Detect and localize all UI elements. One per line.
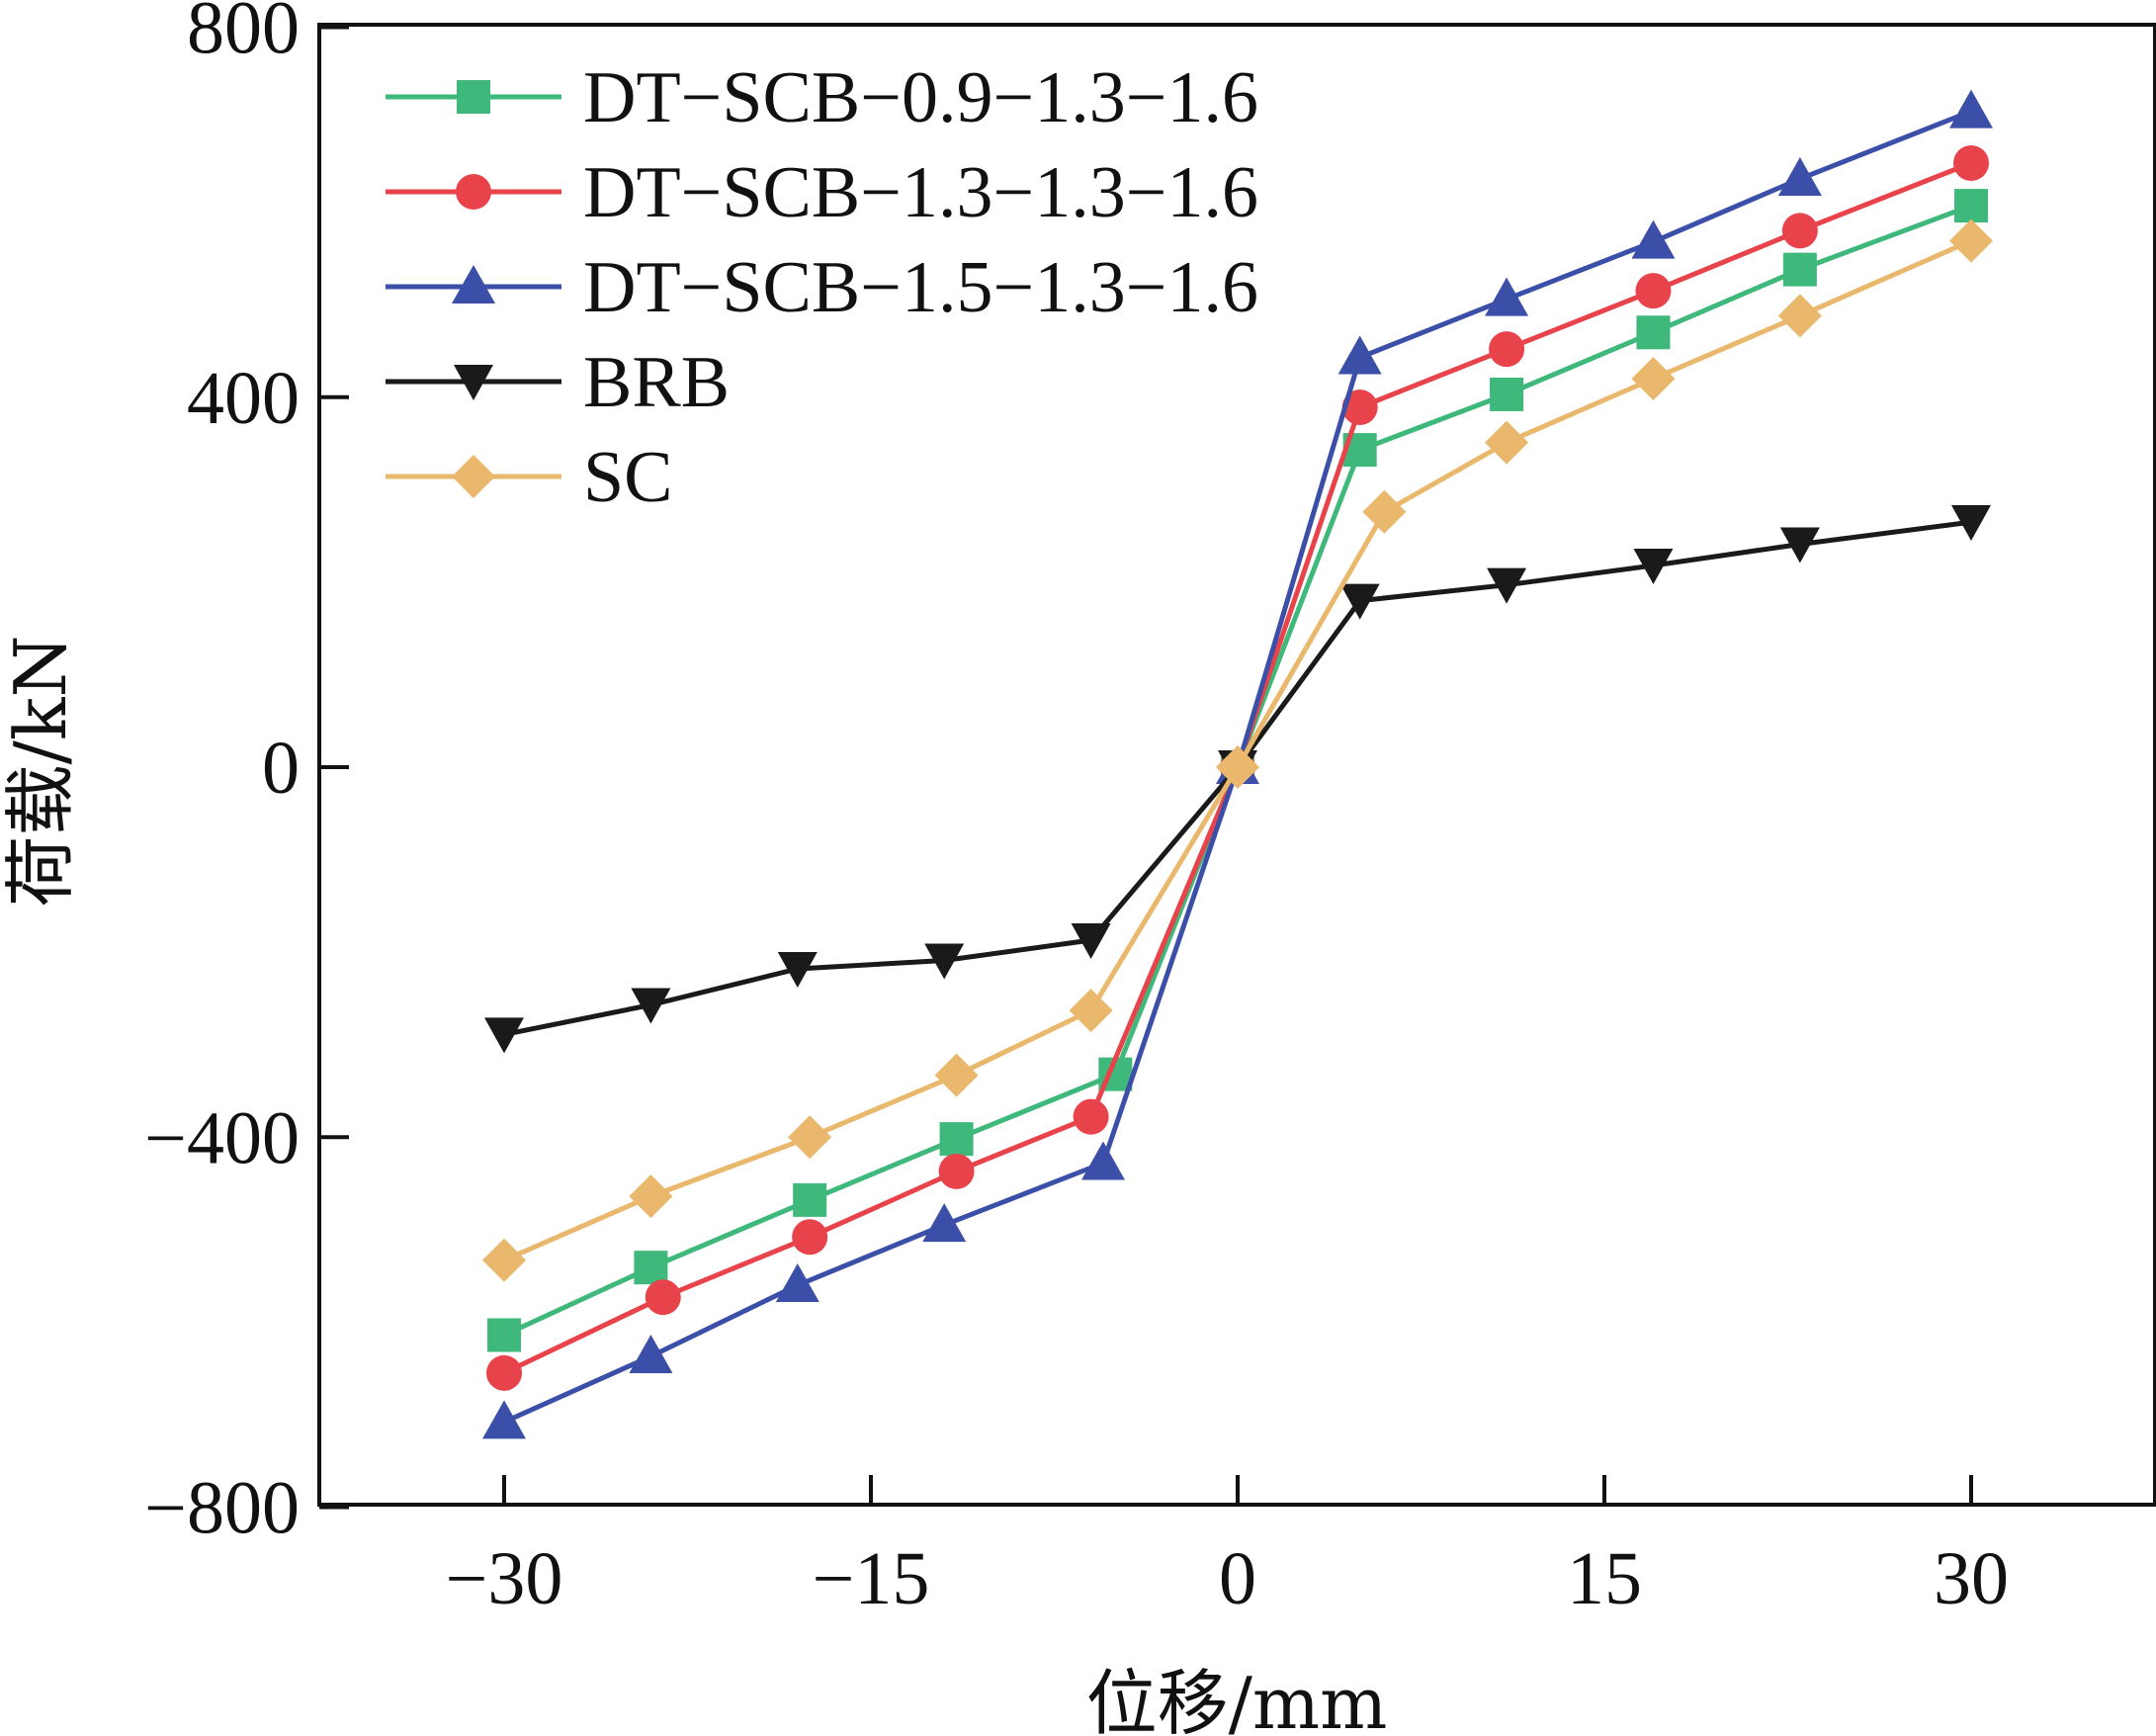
y-tick-label: −800: [144, 1467, 300, 1550]
data-point: [1339, 583, 1380, 620]
x-tick-label: 15: [1567, 1537, 1642, 1620]
legend-marker: [454, 365, 493, 400]
data-point: [1071, 922, 1111, 959]
data-point: [792, 1219, 828, 1256]
data-point: [1631, 219, 1676, 259]
data-point: [1781, 213, 1818, 249]
data-point: [1631, 357, 1676, 401]
x-tick-label: 0: [1219, 1537, 1256, 1620]
y-axis-label: 荷载/kN: [0, 636, 82, 908]
x-tick-label: −30: [446, 1537, 563, 1620]
data-point: [1779, 527, 1820, 564]
data-point: [1489, 331, 1525, 368]
data-point: [788, 1115, 832, 1160]
legend-item: BRB: [386, 342, 730, 423]
data-point: [1949, 218, 1993, 263]
y-tick-label: 0: [262, 727, 300, 810]
x-tick-label: 30: [1934, 1537, 2009, 1620]
legend-label: DT−SCB−1.5−1.3−1.6: [583, 247, 1258, 328]
data-point: [1951, 505, 1991, 542]
data-point: [1490, 377, 1524, 411]
data-point: [1485, 277, 1529, 316]
data-point: [1485, 420, 1529, 465]
y-tick-label: 400: [187, 357, 300, 440]
data-point: [631, 988, 671, 1024]
y-tick-label: −400: [144, 1096, 300, 1179]
legend-marker: [457, 80, 490, 114]
data-point: [922, 1203, 967, 1243]
data-point: [1954, 189, 1988, 223]
legend-item: DT−SCB−1.5−1.3−1.6: [386, 247, 1258, 328]
data-point: [1949, 89, 1993, 129]
data-point: [777, 951, 818, 988]
data-point: [938, 1153, 975, 1189]
data-point: [1782, 252, 1817, 287]
legend-item: SC: [386, 437, 673, 518]
data-point: [1636, 315, 1671, 350]
legend-item: DT−SCB−1.3−1.3−1.6: [386, 152, 1258, 233]
data-point: [1362, 489, 1407, 534]
data-point: [1073, 1098, 1109, 1135]
series-5: [482, 218, 1993, 1282]
data-point: [482, 1238, 526, 1282]
legend-label: DT−SCB−0.9−1.3−1.6: [583, 57, 1258, 138]
legend-marker: [452, 455, 495, 498]
data-point: [1777, 156, 1822, 196]
data-point: [1080, 1141, 1125, 1180]
data-point: [1777, 294, 1822, 338]
series-layer: [482, 89, 1993, 1439]
data-point: [634, 1251, 668, 1285]
data-point: [1216, 745, 1259, 789]
data-point: [1341, 390, 1378, 426]
data-point: [484, 1017, 524, 1054]
x-tick-label: −15: [813, 1537, 930, 1620]
data-point: [1487, 567, 1527, 604]
data-point: [924, 943, 965, 980]
axis-ticks: −30 −15 0 15 30 −800 −400 0 400 800: [144, 0, 2009, 1620]
data-point: [482, 1400, 526, 1439]
data-point: [793, 1182, 827, 1217]
data-point: [629, 1174, 673, 1219]
x-axis-label: 位移/mm: [1086, 1662, 1388, 1736]
y-tick-label: 800: [187, 0, 300, 70]
legend-item: DT−SCB−0.9−1.3−1.6: [386, 57, 1258, 138]
data-point: [775, 1262, 819, 1302]
data-point: [487, 1318, 521, 1352]
legend-label: BRB: [583, 342, 730, 423]
data-point: [1635, 273, 1672, 309]
legend: DT−SCB−0.9−1.3−1.6 DT−SCB−1.3−1.3−1.6 DT−S…: [386, 57, 1258, 518]
data-point: [1337, 335, 1382, 375]
legend-marker: [452, 265, 495, 304]
legend-marker: [456, 174, 491, 210]
data-point: [1633, 549, 1674, 585]
data-point: [486, 1354, 522, 1391]
data-point: [1953, 145, 1989, 182]
data-point: [629, 1334, 673, 1373]
legend-label: SC: [583, 437, 673, 518]
legend-label: DT−SCB−1.3−1.3−1.6: [583, 152, 1258, 233]
data-point: [645, 1279, 681, 1316]
data-point: [1069, 989, 1113, 1033]
data-point: [934, 1053, 979, 1097]
data-point: [939, 1122, 974, 1157]
